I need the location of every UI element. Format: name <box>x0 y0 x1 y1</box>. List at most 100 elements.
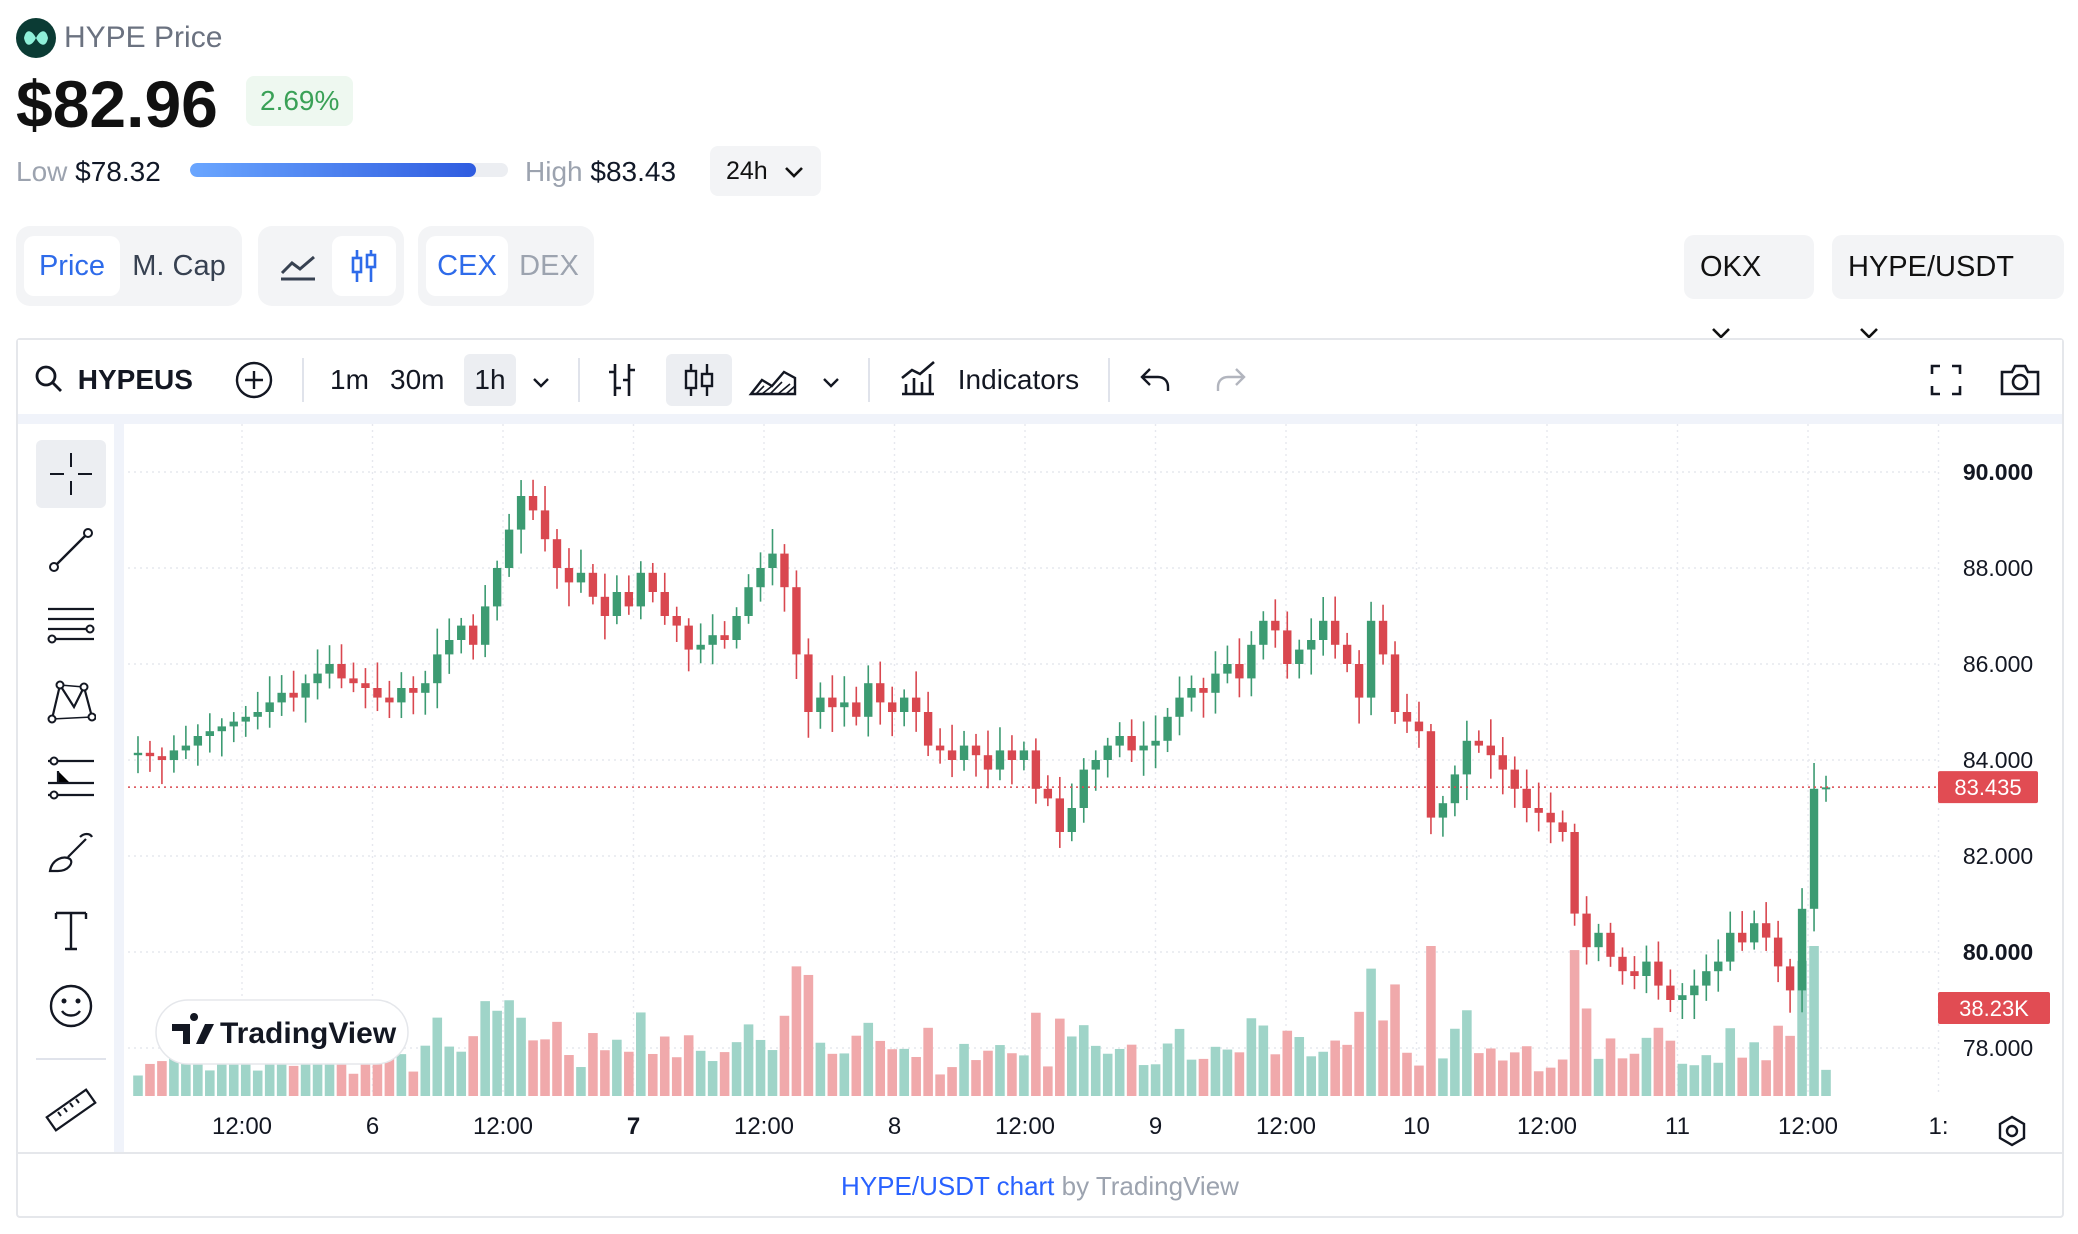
volume-bar <box>1665 1040 1676 1096</box>
candle-body <box>792 587 801 655</box>
line-chart-button[interactable] <box>266 236 330 296</box>
candle-body <box>1319 620 1328 640</box>
volume-tag: 38.23K <box>1938 992 2050 1024</box>
indicators-label: Indicators <box>957 364 1080 395</box>
measure-tool[interactable] <box>36 1076 106 1144</box>
screenshot-button[interactable] <box>1998 354 2044 406</box>
x-tick-label: 7 <box>627 1113 640 1140</box>
timeframe-select[interactable]: 24h <box>710 146 821 196</box>
candle-body <box>1821 787 1831 790</box>
candle-body <box>888 702 897 712</box>
volume-bar <box>444 1046 455 1096</box>
fibonacci-icon <box>47 607 95 644</box>
candle-body <box>289 692 298 698</box>
volume-bar <box>1713 1062 1724 1096</box>
candle-body <box>157 756 167 760</box>
candle-body <box>1462 740 1472 775</box>
chart-footer: HYPE/USDT chart by TradingView <box>18 1152 2062 1216</box>
undo-button[interactable] <box>1138 354 1178 406</box>
interval-30m[interactable]: 30m <box>390 364 445 395</box>
volume-bar <box>1486 1048 1496 1096</box>
bars-style-button[interactable] <box>602 354 648 406</box>
candle-body <box>1187 688 1196 698</box>
candlesticks <box>133 479 1831 1020</box>
toolbar-divider <box>1108 358 1110 402</box>
pattern-tool[interactable] <box>36 668 106 736</box>
redo-button[interactable] <box>1214 354 1254 406</box>
chart-type-toggle <box>258 226 404 306</box>
volume-bar <box>456 1051 467 1096</box>
tab-price[interactable]: Price <box>24 236 120 296</box>
candle-body <box>720 635 729 640</box>
area-style-button[interactable] <box>748 354 804 406</box>
volume-bar <box>1222 1049 1233 1096</box>
volume-bar <box>1138 1065 1149 1096</box>
volume-bar <box>468 1036 478 1096</box>
candle-body <box>469 625 478 645</box>
symbol-search[interactable]: HYPEUS <box>34 354 193 406</box>
candle-body <box>1043 788 1053 799</box>
candle-body <box>1378 620 1388 655</box>
price-chart[interactable]: 90.000 88.000 86.000 84.000 82.000 80.000 78.0… <box>128 424 2060 1152</box>
indicators-button[interactable]: Indicators <box>898 354 1079 406</box>
volume-bar <box>1186 1059 1197 1096</box>
tab-cex[interactable]: CEX <box>426 236 508 296</box>
exchange-select[interactable]: OKX <box>1684 235 1814 339</box>
candle-body <box>828 697 837 708</box>
text-tool[interactable] <box>36 896 106 964</box>
area-chart-icon <box>748 370 797 396</box>
candle-body <box>301 683 310 698</box>
crosshair-tool[interactable] <box>36 440 106 508</box>
candle-body <box>1283 630 1292 664</box>
volume-bar <box>1725 1028 1736 1096</box>
candlestick-icon <box>684 364 714 396</box>
chart-attribution-link[interactable]: HYPE/USDT chart <box>841 1171 1055 1201</box>
candle-body <box>983 755 993 770</box>
volume-bar <box>1533 1071 1544 1096</box>
chevron-down-icon <box>1860 328 1878 339</box>
volume-bar <box>1270 1054 1281 1096</box>
volume-bar <box>240 1060 251 1096</box>
volume-bar <box>145 1063 155 1096</box>
volume-bar <box>1031 1012 1041 1096</box>
candle-body <box>672 616 681 626</box>
projection-tool[interactable] <box>36 744 106 812</box>
candles-style-button[interactable] <box>666 354 732 406</box>
interval-1m[interactable]: 1m <box>330 364 369 395</box>
compare-symbol-button[interactable] <box>234 354 274 406</box>
volume-bar <box>1545 1067 1556 1096</box>
projection-icon <box>48 756 94 800</box>
candle-body <box>612 592 622 616</box>
candle-body <box>995 750 1005 770</box>
trend-line-tool[interactable] <box>36 516 106 584</box>
fib-tool[interactable] <box>36 592 106 660</box>
brush-tool[interactable] <box>36 820 106 888</box>
timeframe-value: 24h <box>726 157 768 185</box>
candle-body <box>1307 640 1316 650</box>
candle-body <box>1582 913 1591 948</box>
interval-1h[interactable]: 1h <box>464 354 516 406</box>
emoji-tool[interactable] <box>36 972 106 1040</box>
candle-chart-button[interactable] <box>332 236 396 296</box>
candle-body <box>1067 808 1076 832</box>
volume-bar <box>1450 1028 1460 1096</box>
candle-body <box>1618 956 1627 972</box>
fullscreen-button[interactable] <box>1928 354 1968 406</box>
chart-settings-button[interactable] <box>1998 1115 2026 1147</box>
pair-select[interactable]: HYPE/USDT <box>1832 235 2064 339</box>
volume-bar <box>252 1070 263 1096</box>
volume-bar <box>1306 1056 1317 1096</box>
candle-body <box>373 688 382 698</box>
candle-body <box>1666 985 1675 1000</box>
volume-bar <box>767 1050 778 1096</box>
chart-style-menu-button[interactable] <box>822 354 852 406</box>
undo-icon <box>1140 368 1170 391</box>
interval-menu-button[interactable] <box>532 354 562 406</box>
candle-body <box>911 697 921 712</box>
tab-mcap[interactable]: M. Cap <box>132 250 226 282</box>
volume-bar <box>791 966 802 1096</box>
volume-bar <box>133 1075 143 1096</box>
tab-dex[interactable]: DEX <box>519 250 579 282</box>
volume-bar <box>911 1056 921 1096</box>
low-label: Low <box>16 156 68 187</box>
